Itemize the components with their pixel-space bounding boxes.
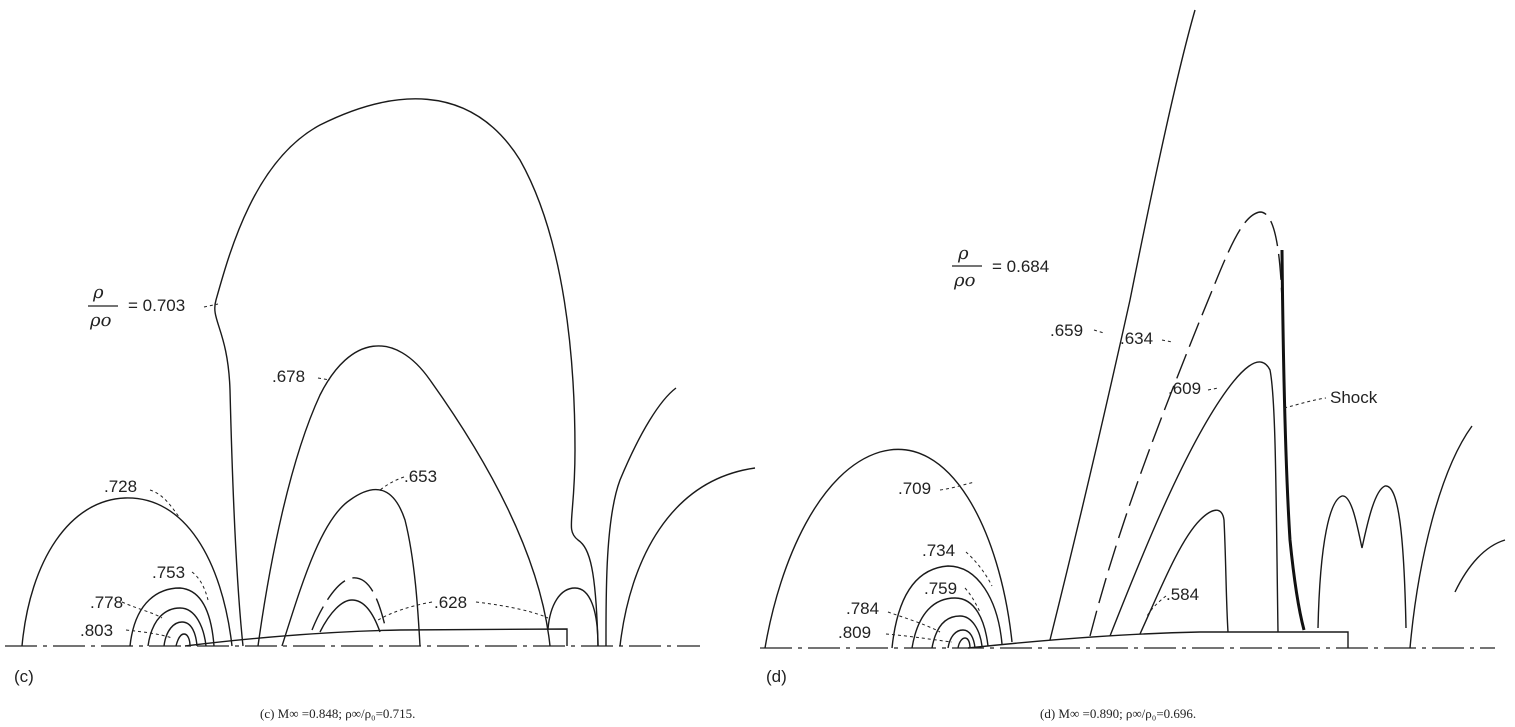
leader-d-759: [964, 587, 981, 613]
leader-c-678: [317, 377, 331, 381]
caption-d: (d) M∞ =0.890; ρ∞/ρ₀=0.696.: [1040, 706, 1196, 721]
body-profile-c: [184, 628, 568, 647]
leader-d-734: [965, 551, 993, 587]
ratio-value-c: = 0.703: [128, 296, 185, 315]
contour-c-653: [281, 489, 421, 647]
contour-c-728: [21, 497, 233, 647]
label-c-678: .678: [272, 367, 305, 386]
ratio-value-d: = 0.684: [992, 257, 1049, 276]
panel-tag-c: (c): [14, 667, 34, 686]
label-c-728: .728: [104, 477, 137, 496]
leader-d-809: [885, 633, 953, 643]
panel-c: ρ ρo = 0.703 .678 .728 .653 .753 .778 .8…: [5, 98, 756, 721]
contour-d-809: [947, 629, 976, 649]
leader-d-709: [939, 481, 976, 491]
contour-d-784: [931, 615, 983, 649]
panel-tag-d: (d): [766, 667, 787, 686]
label-c-653: .653: [404, 467, 437, 486]
leader-d-609: [1207, 387, 1219, 391]
leader-shock: [1283, 397, 1327, 409]
contour-d-634: [1089, 211, 1283, 637]
leader-c-703: [203, 303, 219, 308]
contour-d-609: [1109, 361, 1279, 637]
contour-c-far-right-2: [619, 467, 756, 647]
leader-d-634: [1161, 339, 1173, 343]
contour-d-734: [891, 565, 1003, 649]
contour-d-709: [764, 448, 1013, 649]
label-d-809: .809: [838, 623, 871, 642]
ratio-denominator-d: ρo: [953, 270, 976, 291]
label-d-659: .659: [1050, 321, 1083, 340]
contour-c-678: [257, 345, 551, 647]
contour-c-dashed: [311, 577, 387, 631]
shock-label: Shock: [1330, 388, 1378, 407]
shock-line: [1280, 249, 1306, 631]
contour-d-659: [1049, 9, 1196, 641]
body-profile-d: [967, 631, 1349, 649]
ratio-numerator-d: ρ: [957, 243, 969, 264]
contour-c-stagnation: [175, 633, 191, 647]
label-d-784: .784: [846, 599, 879, 618]
leader-c-653: [379, 476, 405, 491]
leader-d-584: [1145, 595, 1167, 619]
leader-c-778: [121, 601, 163, 619]
contour-d-stagnation: [957, 637, 971, 649]
contour-d-downstream-3: [1454, 539, 1506, 593]
contour-d-downstream-2: [1409, 425, 1473, 649]
leader-c-753: [191, 571, 209, 601]
label-d-584: .584: [1166, 585, 1199, 604]
label-d-609: .609: [1168, 379, 1201, 398]
contour-c-far-right-1: [605, 387, 677, 647]
label-c-778: .778: [90, 593, 123, 612]
label-d-709: .709: [898, 479, 931, 498]
contour-c-753: [129, 587, 215, 647]
contour-c-628-right: [547, 587, 599, 647]
label-d-634: .634: [1120, 329, 1153, 348]
contour-c-703: [214, 98, 599, 647]
panel-d: ρ ρo = 0.684 .659 .634 .609 Shock .709 .…: [760, 9, 1506, 721]
contour-c-628-inner: [319, 599, 381, 633]
label-d-734: .734: [922, 541, 955, 560]
contour-c-803: [163, 621, 198, 647]
label-c-753: .753: [152, 563, 185, 582]
ratio-numerator-c: ρ: [92, 282, 104, 303]
leader-c-803: [125, 629, 173, 639]
ratio-denominator-c: ρo: [89, 310, 112, 331]
contour-d-759: [911, 597, 989, 649]
label-c-628: .628: [434, 593, 467, 612]
contour-c-778: [147, 607, 207, 647]
contour-d-downstream-1: [1317, 485, 1407, 629]
leader-d-659: [1093, 329, 1105, 334]
leader-c-728: [149, 489, 181, 519]
leader-c-628-right: [475, 601, 549, 619]
label-c-803: .803: [80, 621, 113, 640]
caption-c: (c) M∞ =0.848; ρ∞/ρ₀=0.715.: [260, 706, 415, 721]
label-d-759: .759: [924, 579, 957, 598]
contour-d-584: [1139, 509, 1229, 635]
leader-c-628-left: [377, 601, 433, 621]
